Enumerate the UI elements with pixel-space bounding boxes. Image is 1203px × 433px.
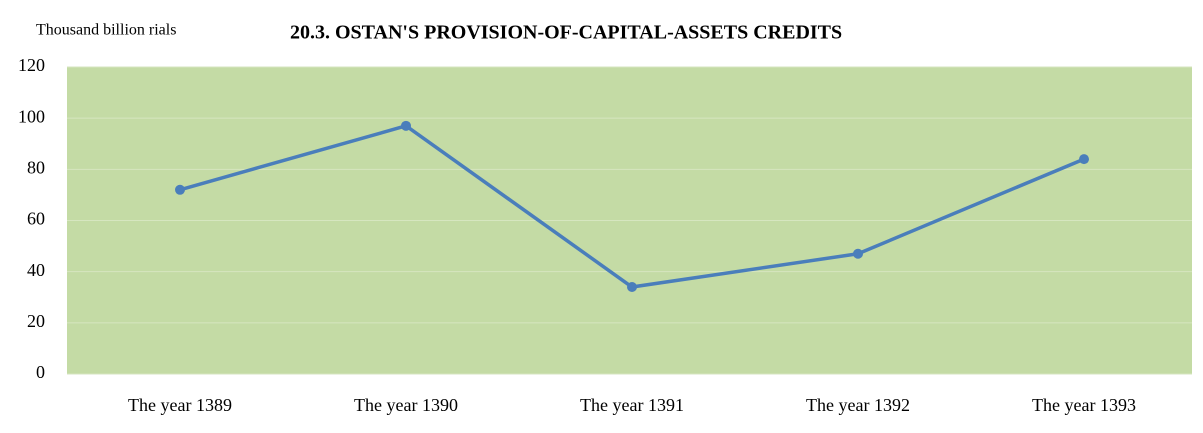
point <box>627 282 637 293</box>
y-tick-label: 0 <box>36 362 45 382</box>
x-tick-label: The year 1390 <box>354 395 458 415</box>
y-tick-label: 20 <box>27 311 45 331</box>
chart-title: 20.3. OSTAN'S PROVISION-OF-CAPITAL-ASSET… <box>290 22 842 44</box>
point <box>853 248 863 259</box>
x-tick-label: The year 1391 <box>580 395 684 415</box>
y-axis-label: Thousand billion rials <box>36 22 176 39</box>
y-tick-label: 120 <box>18 55 45 75</box>
x-tick-label: The year 1389 <box>128 395 232 415</box>
x-tick-label: The year 1393 <box>1032 395 1136 415</box>
y-tick-label: 100 <box>18 106 45 126</box>
point <box>1079 154 1089 165</box>
point <box>401 120 411 131</box>
point <box>175 184 185 195</box>
y-tick-label: 60 <box>27 209 45 229</box>
y-tick-label: 40 <box>27 260 45 280</box>
y-tick-label: 80 <box>27 157 45 177</box>
x-tick-label: The year 1392 <box>806 395 910 415</box>
